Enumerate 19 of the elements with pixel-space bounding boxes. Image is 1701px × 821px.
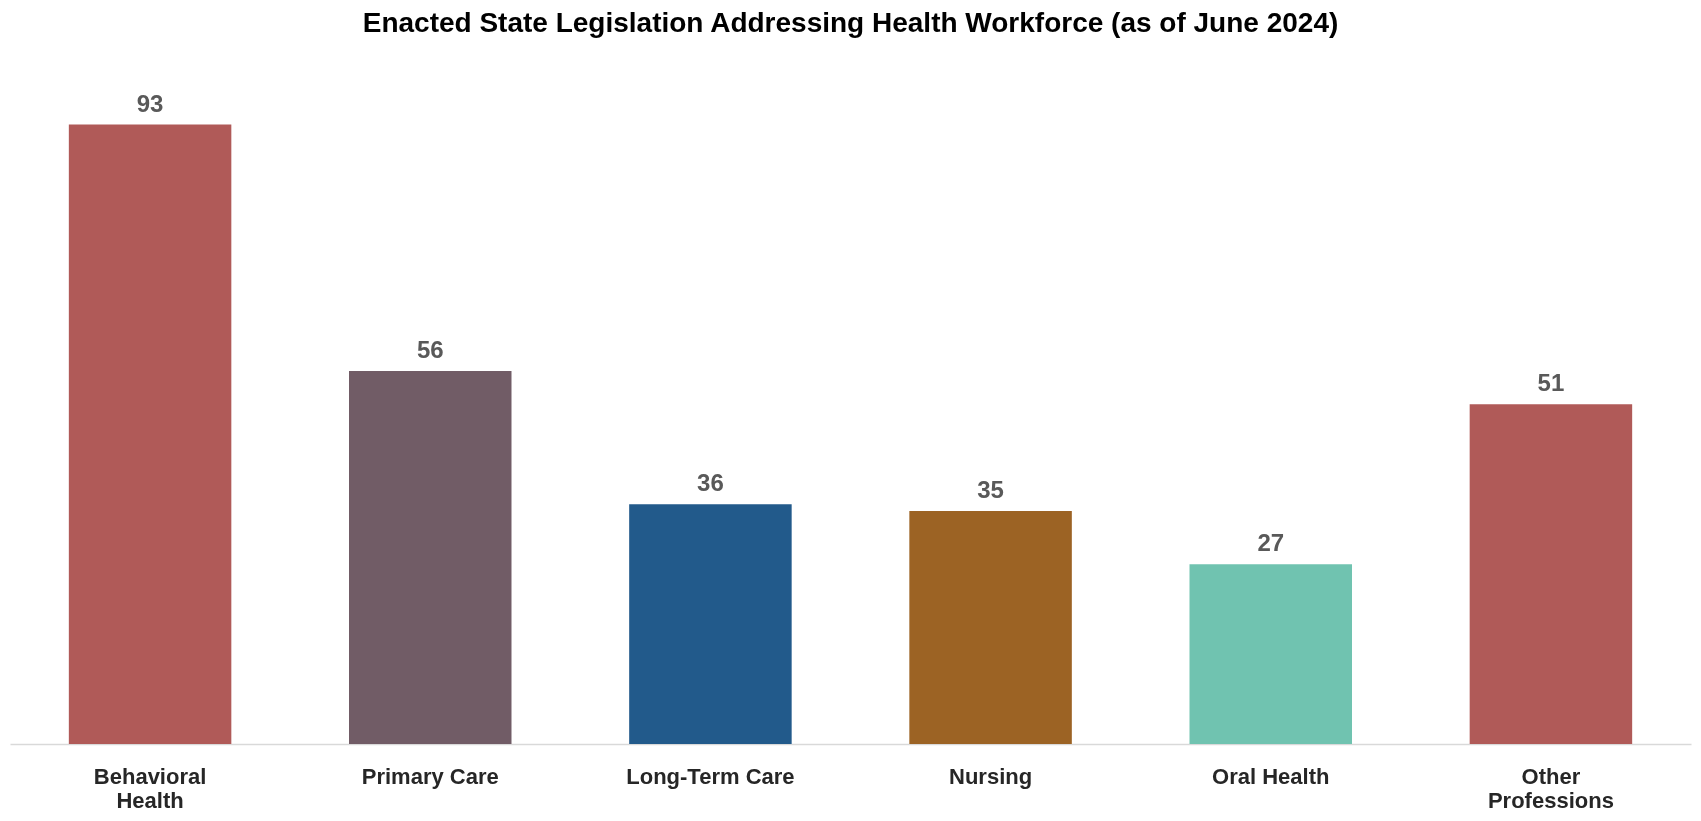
x-tick-label: Other Professions — [1487, 763, 1614, 813]
data-label: 51 — [1537, 369, 1565, 397]
data-label: 93 — [136, 89, 164, 117]
x-tick-label: Oral Health — [1212, 763, 1330, 789]
bar — [68, 124, 232, 744]
x-tick-label: Nursing — [949, 763, 1033, 789]
x-tick-label: Long-Term Care — [626, 763, 795, 789]
bar — [909, 510, 1072, 744]
bar — [1469, 404, 1633, 744]
data-label: 36 — [697, 469, 724, 497]
bar — [1189, 564, 1352, 744]
x-tick-label: Behavioral Health — [93, 763, 207, 813]
x-tick-label: Primary Care — [361, 763, 499, 789]
chart-title: Enacted State Legislation Addressing Health Workforce (as of June 2024) — [362, 7, 1339, 38]
bar — [629, 504, 792, 744]
bar — [349, 371, 512, 744]
data-label: 27 — [1257, 529, 1285, 557]
data-label: 56 — [416, 336, 444, 364]
data-label: 35 — [977, 475, 1004, 503]
